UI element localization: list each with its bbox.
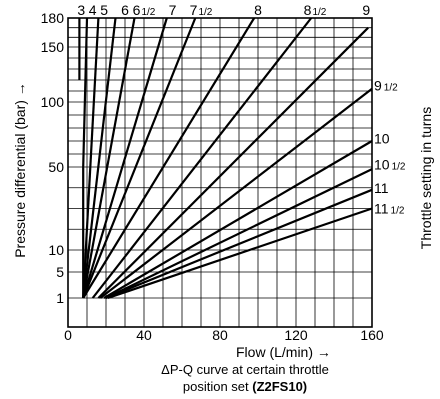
series-line (82, 17, 256, 299)
x-tick-label: 0 (64, 327, 72, 343)
curve-label: 9 1/2 (374, 78, 398, 94)
x-tick-label: 160 (360, 327, 384, 343)
curve-label: 3 (77, 2, 85, 18)
series-line (91, 17, 313, 299)
y-tick-label: 150 (41, 39, 65, 55)
curve-label: 5 (100, 2, 108, 18)
y-axis-label: Pressure differential (bar) → (12, 82, 28, 258)
x-tick-label: 80 (212, 327, 228, 343)
plot-frame (67, 17, 373, 328)
series-line (82, 17, 89, 298)
series-line (107, 207, 373, 300)
curve-label: 11 (374, 180, 389, 196)
series-line (105, 168, 373, 299)
curve-label: 9 (362, 2, 370, 18)
y-tick-label: 50 (48, 159, 64, 175)
right-axis-label: Throttle setting in turns (418, 106, 434, 250)
series-line (82, 17, 136, 299)
series-line (99, 87, 373, 299)
x-axis-label: Flow (L/min) → (236, 344, 331, 360)
curve-label: 6 (121, 2, 129, 18)
y-tick-label: 5 (56, 264, 64, 280)
curve-label: 8 (254, 2, 262, 18)
curve-label: 81/2 (304, 2, 327, 18)
curve-label: 7 (169, 2, 177, 18)
curve-label: 10 (374, 130, 390, 146)
curve-label: 10 1/2 (374, 156, 406, 172)
series-line (82, 17, 100, 299)
series-line (103, 140, 373, 299)
y-tick-label: 10 (48, 242, 64, 258)
caption-line-2: position set (Z2FS10) (0, 378, 440, 395)
caption-line-1: ΔP-Q curve at certain throttle (161, 362, 329, 377)
y-tick-label: 180 (41, 10, 65, 26)
y-tick-label: 100 (41, 94, 65, 110)
series-line (82, 17, 117, 299)
y-tick-label: 1 (56, 290, 64, 306)
curve-label: 4 (89, 2, 97, 18)
series-line (105, 188, 373, 300)
caption-model: (Z2FS10) (252, 379, 308, 394)
curve-label: 61/2 (133, 2, 156, 18)
caption-prefix: position set (182, 379, 253, 394)
series-line (97, 26, 369, 299)
series-line (82, 17, 197, 299)
curve-label: 71/2 (190, 2, 213, 18)
x-tick-label: 40 (136, 327, 152, 343)
series-line (82, 17, 168, 299)
curve-label: 11 1/2 (374, 201, 405, 217)
x-tick-label: 120 (284, 327, 308, 343)
